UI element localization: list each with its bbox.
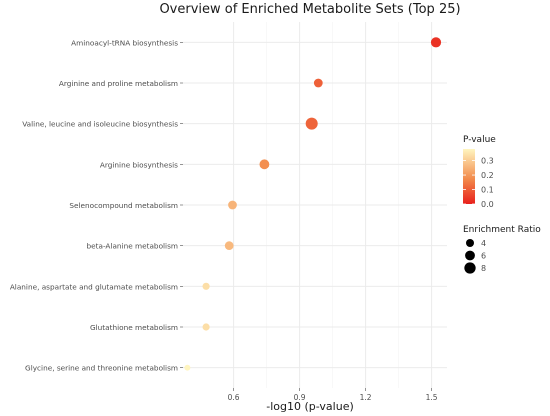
y-tick-label: Valine, leucine and isoleucine biosynthe…: [22, 120, 178, 129]
legend-enrichment-ratio-title: Enrichment Ratio: [463, 225, 541, 235]
colorbar-label: 0.0: [481, 200, 494, 209]
y-tick-label: Alanine, aspartate and glutamate metabol…: [10, 282, 178, 291]
y-tick-label: Arginine biosynthesis: [100, 160, 178, 169]
data-point: [202, 282, 210, 290]
legend-enrichment-ratio: Enrichment Ratio 4 6 8: [463, 225, 541, 274]
legend-p-value-title: P-value: [463, 135, 496, 145]
x-axis-ticks: 0.6 0.9 1.2 1.5: [228, 388, 438, 402]
data-point: [313, 78, 323, 88]
colorbar-label: 0.2: [481, 171, 494, 180]
legend-p-value: P-value 0.3 0.2 0.1 0.0: [463, 135, 496, 209]
x-tick-label: 1.2: [360, 393, 372, 402]
p-value-colorbar: [463, 149, 475, 204]
size-legend-label: 4: [481, 239, 486, 248]
size-legend-dot: [464, 262, 476, 274]
y-tick-label: Aminoacyl-tRNA biosynthesis: [71, 38, 178, 47]
y-axis-labels: Aminoacyl-tRNA biosynthesis Arginine and …: [10, 38, 183, 373]
y-tick-label: Arginine and proline metabolism: [59, 79, 178, 88]
data-point: [202, 323, 210, 331]
size-legend-dot: [465, 250, 475, 261]
x-tick-label: 0.6: [228, 393, 240, 402]
y-tick-label: Selenocompound metabolism: [69, 201, 178, 210]
data-point: [224, 241, 234, 251]
data-point: [259, 159, 270, 170]
size-legend-label: 6: [481, 252, 486, 261]
size-legend-label: 8: [481, 264, 486, 273]
plot-panel: [183, 22, 447, 388]
x-axis-title: -log10 (p-value): [266, 400, 354, 413]
y-tick-label: Glutathione metabolism: [90, 323, 178, 332]
x-tick-label: 1.5: [426, 393, 438, 402]
data-point: [305, 117, 318, 130]
data-point: [430, 37, 442, 48]
colorbar-label: 0.1: [481, 186, 494, 195]
chart-title: Overview of Enriched Metabolite Sets (To…: [159, 2, 460, 17]
y-tick-label: Glycine, serine and threonine metabolism: [25, 364, 178, 373]
y-tick-label: beta-Alanine metabolism: [87, 242, 179, 251]
x-tick-label: 0.9: [294, 393, 306, 402]
data-point: [228, 200, 237, 210]
size-legend-dot: [466, 239, 474, 247]
data-points: [184, 37, 442, 371]
data-point: [184, 364, 191, 371]
colorbar-label: 0.3: [481, 157, 494, 166]
